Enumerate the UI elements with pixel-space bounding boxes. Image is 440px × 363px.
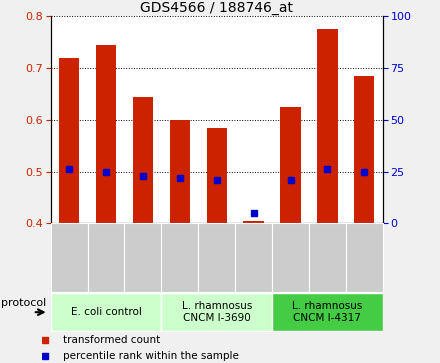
Text: GSM1034597: GSM1034597 xyxy=(245,230,253,291)
Text: GSM1034595: GSM1034595 xyxy=(171,230,180,291)
Bar xyxy=(170,120,190,223)
Text: GSM1034599: GSM1034599 xyxy=(319,230,327,291)
Text: GSM1034600: GSM1034600 xyxy=(356,230,364,291)
Bar xyxy=(243,221,264,223)
Text: E. coli control: E. coli control xyxy=(70,307,141,317)
Text: transformed count: transformed count xyxy=(63,335,160,345)
Bar xyxy=(206,127,227,223)
Bar xyxy=(317,29,337,223)
Text: L. rhamnosus
CNCM I-4317: L. rhamnosus CNCM I-4317 xyxy=(292,301,363,323)
Bar xyxy=(51,293,161,331)
Bar xyxy=(272,293,383,331)
Text: percentile rank within the sample: percentile rank within the sample xyxy=(63,351,238,361)
Text: protocol: protocol xyxy=(1,298,46,309)
Text: GSM1034596: GSM1034596 xyxy=(208,230,216,291)
Title: GDS4566 / 188746_at: GDS4566 / 188746_at xyxy=(140,1,293,15)
Bar xyxy=(354,76,374,223)
Text: GSM1034598: GSM1034598 xyxy=(282,230,290,291)
Bar xyxy=(96,45,116,223)
Text: GSM1034593: GSM1034593 xyxy=(97,230,106,291)
Text: GSM1034594: GSM1034594 xyxy=(134,230,143,291)
Bar xyxy=(133,97,153,223)
Bar xyxy=(280,107,301,223)
Bar xyxy=(161,293,272,331)
Bar xyxy=(59,58,79,223)
Text: GSM1034592: GSM1034592 xyxy=(60,230,69,291)
Text: L. rhamnosus
CNCM I-3690: L. rhamnosus CNCM I-3690 xyxy=(182,301,252,323)
